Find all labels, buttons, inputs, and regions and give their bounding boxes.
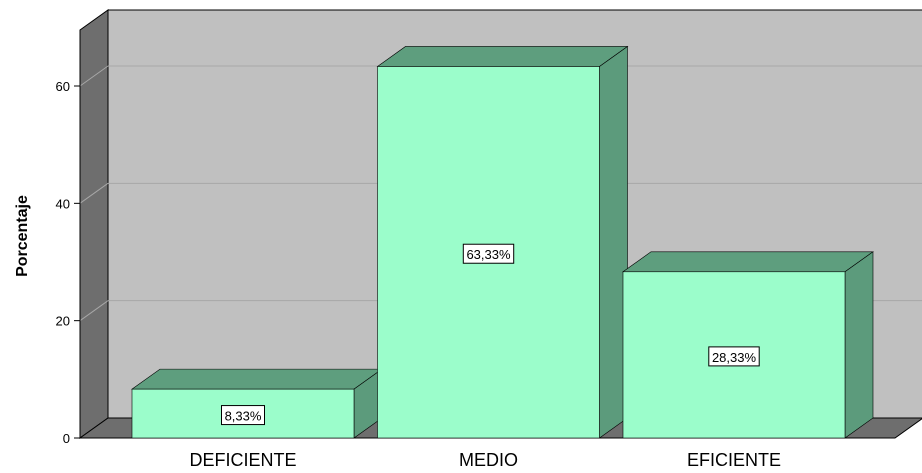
y-tick-label-20: 20 [56,314,70,329]
bar-top [376,46,629,67]
x-tick-label-medio: MEDIO [459,450,518,470]
data-label-box [221,405,265,426]
bar-top [131,368,383,390]
y-tick-label-60: 60 [56,79,70,94]
bar-top [622,251,874,273]
gridline-side-60 [79,65,109,87]
bar-eficiente: 28,33% [622,251,874,439]
y-tick-label-0: 0 [63,431,70,446]
y-tick-label-40: 40 [56,196,70,211]
y-axis-title: Porcentaje [14,195,31,277]
y-axis: 0 20 40 60 [56,30,81,446]
data-label: 63,33% [466,247,511,262]
data-label: 28,33% [712,350,757,365]
x-tick-label-eficiente: EFICIENTE [687,450,781,470]
data-label-box [462,243,515,264]
x-tick-label-deficiente: DEFICIENTE [189,450,296,470]
gridline-side-20 [79,300,109,322]
data-label: 8,33% [225,409,262,424]
gridline-side-40 [79,182,109,204]
x-axis: DEFICIENTE MEDIO EFICIENTE [189,450,781,470]
bar-medio: 63,33% [376,45,629,439]
data-label-box [708,346,760,367]
bar-side [844,251,874,439]
left-wall [79,9,109,439]
bar-deficiente: 8,33% [131,368,383,439]
bars: 8,33% 63,33% 28,33% [131,45,874,439]
